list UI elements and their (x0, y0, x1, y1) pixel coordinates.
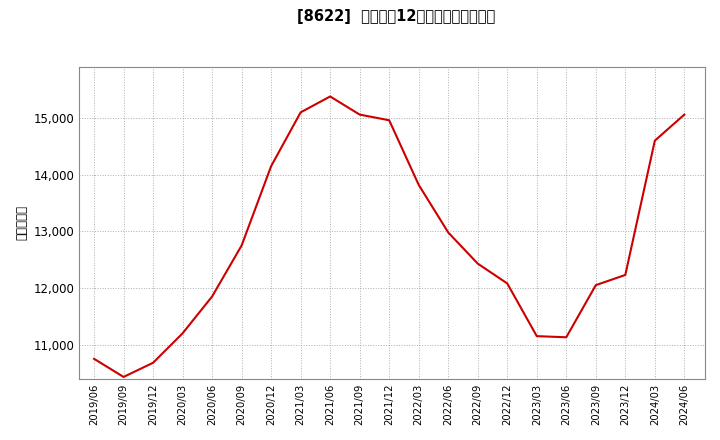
Y-axis label: （百万円）: （百万円） (15, 205, 28, 240)
Text: [8622]  売上高の12か月移動合計の推移: [8622] 売上高の12か月移動合計の推移 (297, 9, 495, 24)
